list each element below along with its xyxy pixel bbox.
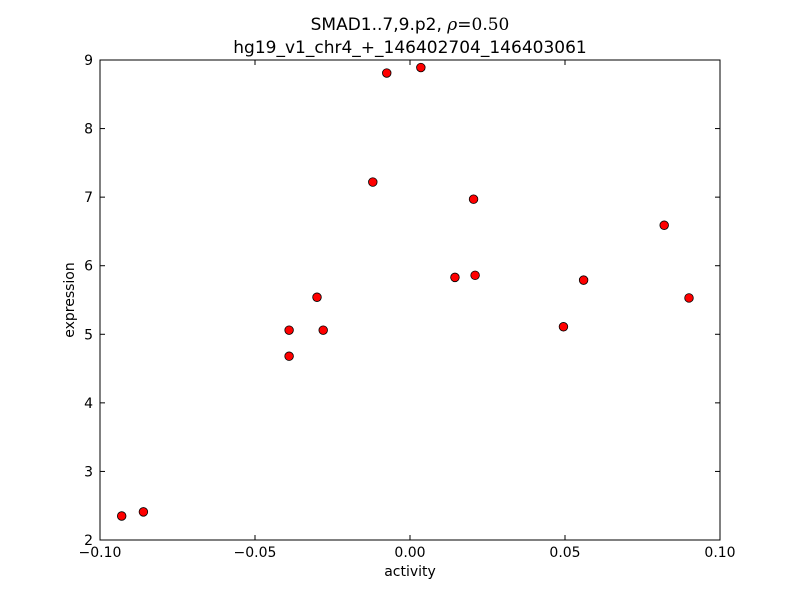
title-rho-symbol: ρ [446,15,457,35]
data-point [468,194,479,204]
data-point [138,507,149,517]
data-point [284,351,294,361]
data-point [382,68,392,78]
chart-title-line2: hg19_v1_chr4_+_146402704_146403061 [233,38,586,58]
data-point [318,325,328,335]
data-point [659,220,669,230]
x-axis-label: activity [384,564,436,580]
y-tick-label: 8 [84,122,93,138]
x-tick-label: −0.05 [234,545,277,561]
data-point [578,275,589,285]
title-rho-value: =0.50 [457,15,509,35]
y-tick-label: 3 [84,464,93,480]
y-tick-label: 4 [84,396,93,412]
title-prefix: SMAD1..7,9.p2, [311,15,448,35]
data-point [684,293,694,303]
data-point [470,270,480,281]
data-point [558,322,569,332]
y-tick-label: 6 [84,259,93,275]
y-axis-label: expression [62,262,78,338]
data-point [116,511,127,521]
data-point [284,325,294,335]
y-tick-label: 9 [84,53,93,69]
chart-title-line1: SMAD1..7,9.p2, ρ=0.50 [311,15,510,35]
data-point [416,62,426,73]
y-tick-label: 7 [84,190,93,206]
data-point [368,177,378,187]
x-tick-label: 0.05 [549,545,580,561]
x-tick-label: −0.10 [79,545,122,561]
plot-frame [99,59,721,541]
data-points [116,62,694,521]
x-axis-ticks: −0.10 −0.05 0.00 0.05 0.10 [79,60,736,561]
y-axis-ticks: 2 3 4 5 6 7 8 9 [84,53,720,549]
x-tick-label: 0.00 [394,545,425,561]
data-point [450,272,460,283]
data-point [312,292,322,302]
y-tick-label: 2 [84,533,93,549]
x-tick-label: 0.10 [704,545,735,561]
y-tick-label: 5 [84,327,93,343]
